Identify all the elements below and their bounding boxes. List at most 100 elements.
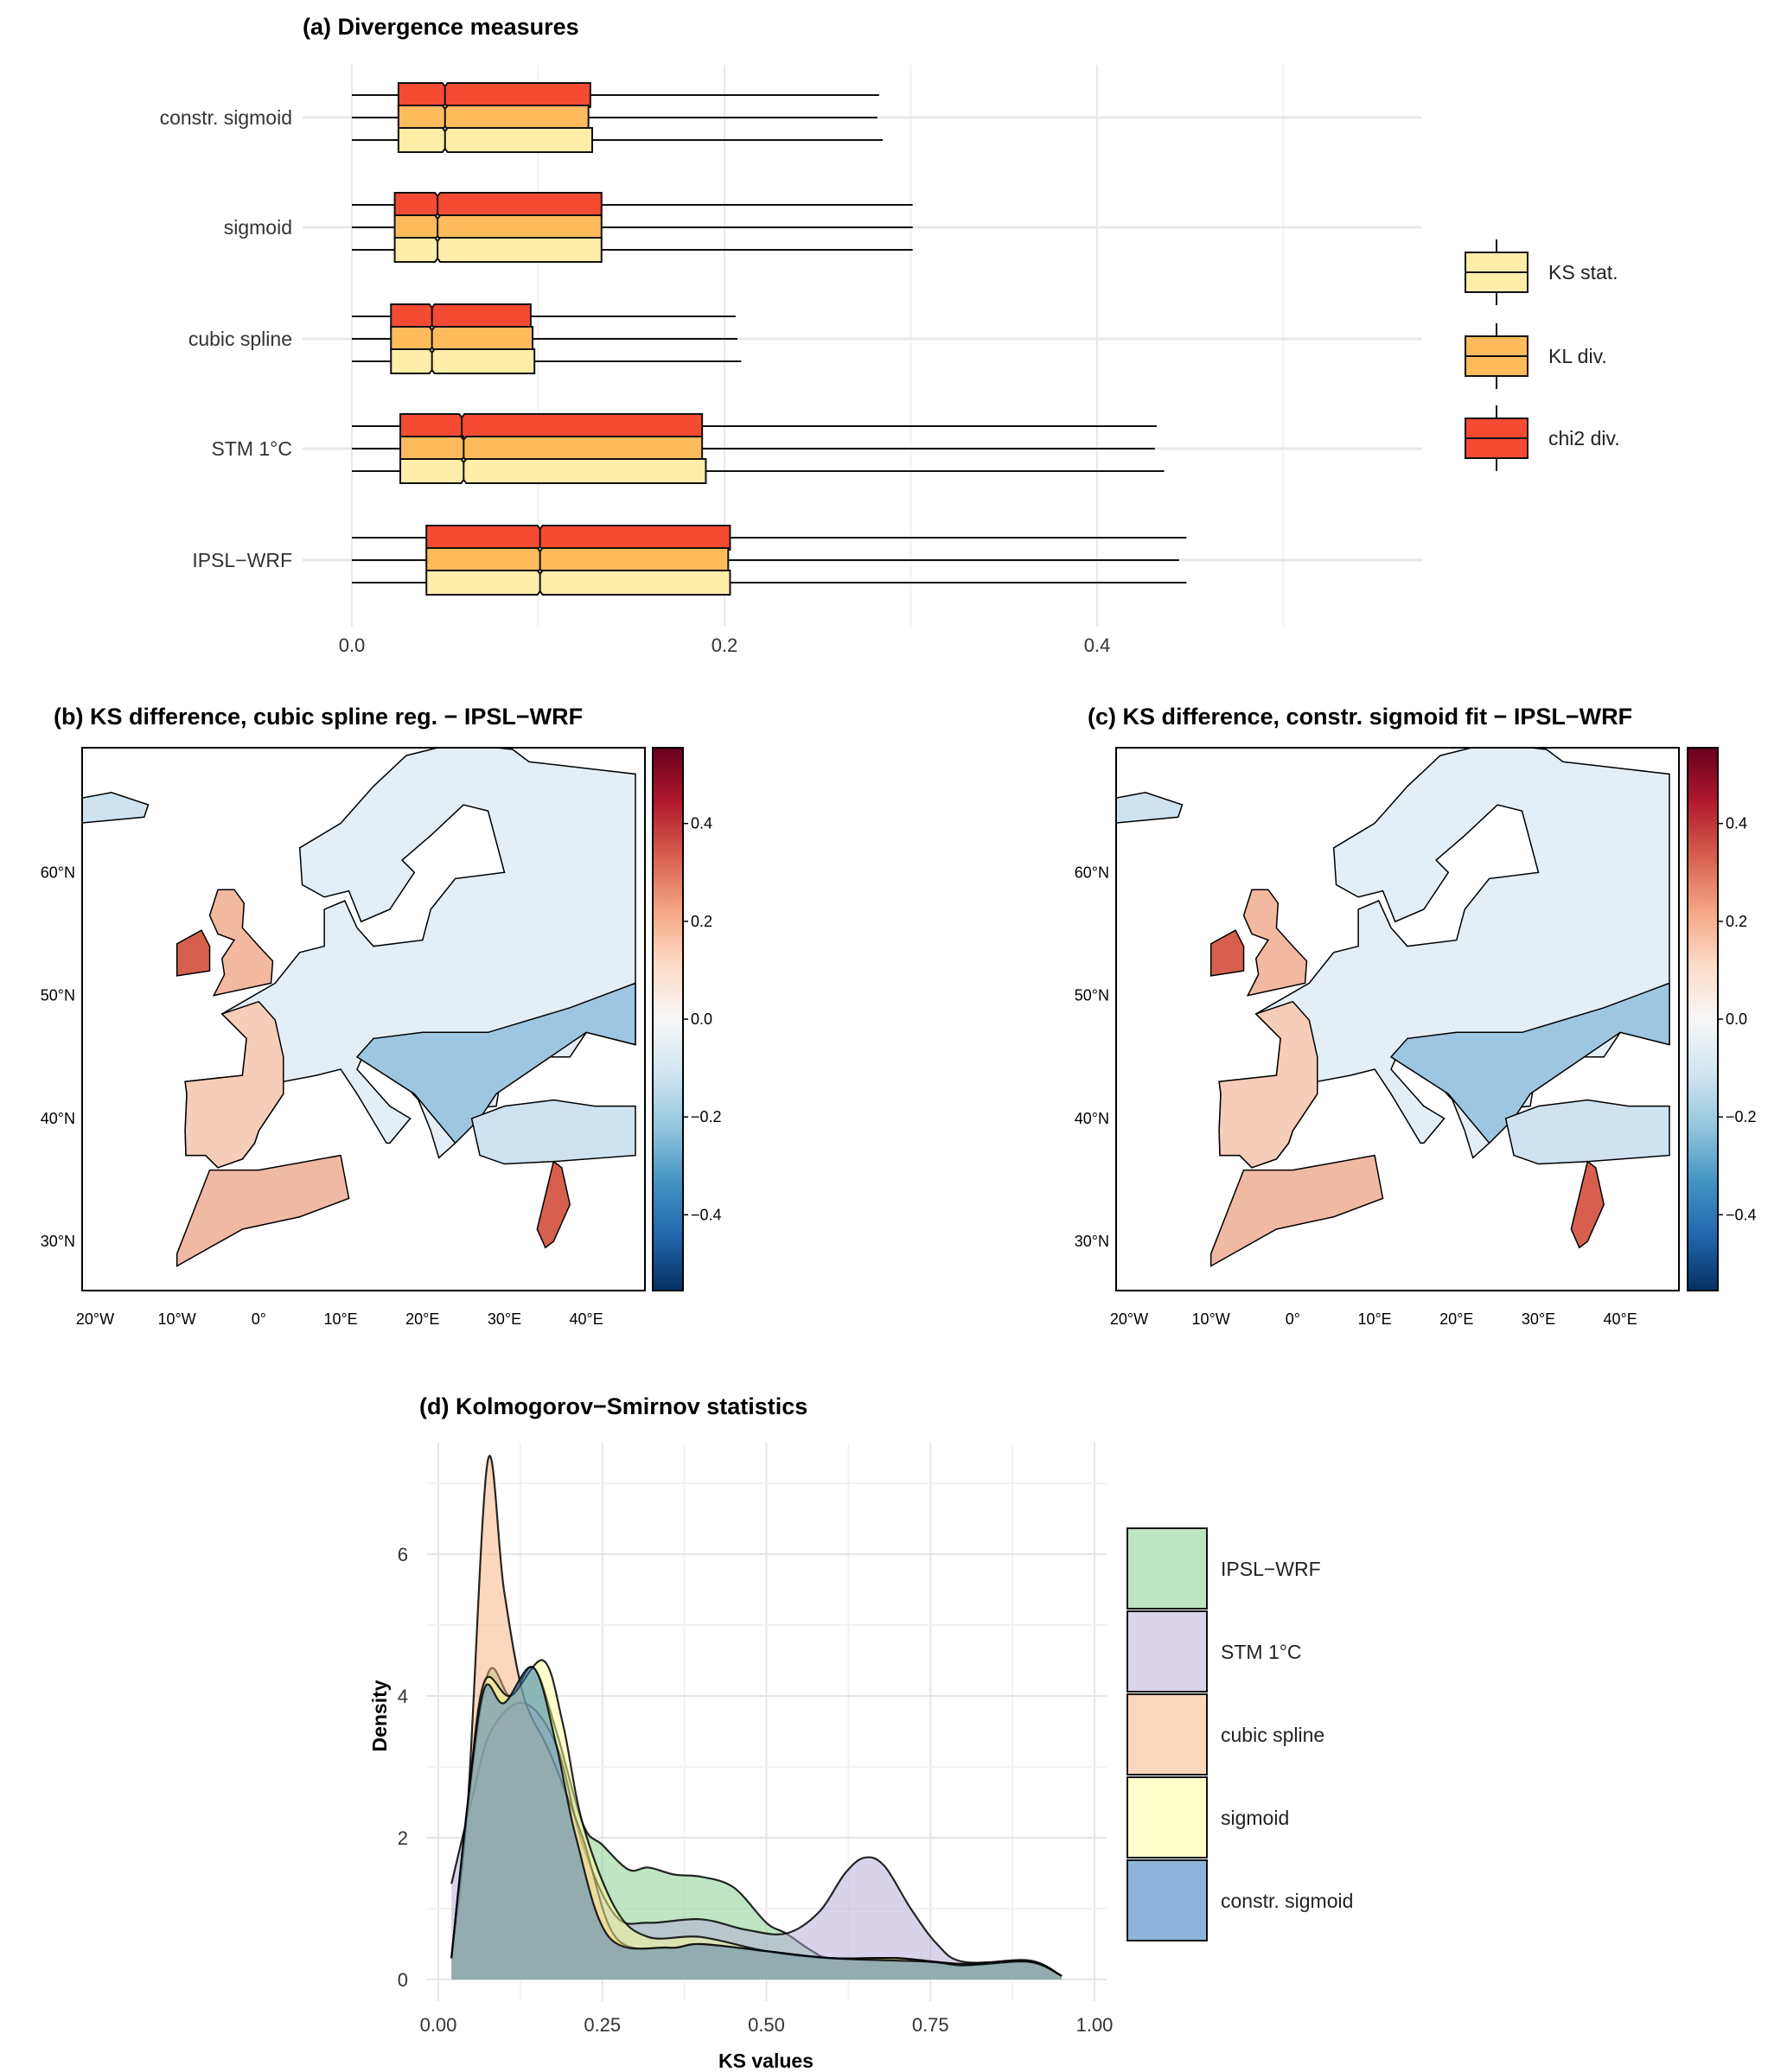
colorbar-tick-label: 0.0 [1726, 1010, 1747, 1028]
legend-swatch [1126, 1693, 1208, 1776]
country-region [208, 889, 274, 997]
density-line-sigmoid [450, 1659, 1063, 1977]
legend-label: cubic spline [1221, 1724, 1324, 1746]
longitude-label: 0° [1286, 1310, 1300, 1328]
y-tick-label: 0 [398, 1969, 408, 1991]
map-land [82, 748, 636, 1267]
y-tick-label: 2 [398, 1827, 408, 1849]
colorbar-tick-label: 0.2 [691, 913, 712, 930]
box-ks-stat- [399, 458, 707, 484]
country-region [176, 1154, 350, 1267]
box-chi2-div- [393, 192, 603, 218]
x-tick-label: 0.4 [1084, 634, 1111, 656]
category-label: cubic spline [188, 328, 292, 350]
country-region [176, 929, 211, 977]
latitude-label: 40°N [41, 1110, 75, 1127]
x-tick-label: 0.0 [339, 634, 366, 656]
latitude-label: 60°N [1075, 864, 1109, 881]
x-tick-label: 1.00 [1076, 2014, 1114, 2036]
density-area-constr-sigmoid [451, 1667, 1063, 1980]
box-kl-div- [390, 326, 534, 352]
panel-b-map: (b) KS difference, cubic spline reg. − I… [41, 704, 722, 1328]
country-region [1218, 748, 1670, 1169]
box-ks-stat- [425, 570, 731, 596]
y-axis-label: Density [368, 1680, 391, 1751]
country-region [536, 1160, 571, 1249]
latitude-label: 30°N [1075, 1233, 1109, 1250]
map-frame [1115, 747, 1680, 1291]
panel-a-boxplot: (a) Divergence measures constr. sigmoid s… [160, 14, 1620, 656]
box-chi2-div- [399, 413, 704, 439]
colorbar-tick-label: 0.0 [691, 1010, 712, 1028]
longitude-label: 10°W [1192, 1310, 1230, 1328]
density-line-constr-sigmoid [450, 1666, 1063, 1977]
longitude-label: 10°W [158, 1310, 196, 1328]
country-region [1504, 1099, 1670, 1165]
panel-d-title: (d) Kolmogorov−Smirnov statistics [419, 1393, 807, 1419]
latitude-label: 50°N [1075, 987, 1109, 1004]
legend-label: KL div. [1548, 345, 1607, 367]
legend-swatch [1126, 1859, 1208, 1941]
country-region [1242, 889, 1308, 997]
legend-label: constr. sigmoid [1221, 1890, 1353, 1912]
x-tick-label: 0.25 [584, 2014, 621, 2036]
country-region [1209, 1154, 1384, 1267]
longitude-label: 20°E [405, 1310, 439, 1328]
longitude-label: 10°E [323, 1310, 357, 1328]
box-kl-div- [425, 547, 730, 573]
longitude-label: 20°W [76, 1310, 114, 1328]
latitude-label: 60°N [41, 864, 75, 881]
map-frame [81, 747, 646, 1291]
longitude-label: 40°E [1604, 1310, 1637, 1328]
country-region [184, 748, 636, 1169]
y-tick-label: 4 [398, 1686, 408, 1707]
density-area-sigmoid [451, 1660, 1063, 1980]
x-tick-label: 0.50 [748, 2014, 785, 2036]
legend-label: STM 1°C [1221, 1641, 1302, 1663]
box-chi2-div- [425, 525, 731, 551]
country-region [1218, 1000, 1318, 1169]
colorbar-tick-label: −0.4 [1726, 1206, 1757, 1223]
longitude-label: 0° [252, 1310, 266, 1328]
colorbar-tick-label: 0.4 [691, 815, 712, 832]
country-region [184, 1000, 284, 1169]
map-land [1116, 748, 1670, 1267]
longitude-label: 20°E [1439, 1310, 1473, 1328]
country-region [470, 1099, 636, 1165]
panel-b-title: (b) KS difference, cubic spline reg. − I… [54, 704, 583, 730]
longitude-label: 40°E [570, 1310, 603, 1328]
country-region [1389, 982, 1670, 1144]
x-tick-label: 0.2 [712, 634, 738, 656]
legend-label: IPSL−WRF [1221, 1558, 1321, 1580]
colorbar [652, 747, 684, 1291]
box-chi2-div- [390, 303, 532, 329]
legend-label: KS stat. [1548, 261, 1618, 284]
longitude-label: 10°E [1357, 1310, 1391, 1328]
colorbar-tick-label: 0.4 [1726, 815, 1747, 832]
box-kl-div- [393, 214, 603, 240]
box-ks-stat- [397, 127, 593, 153]
category-label: IPSL−WRF [192, 549, 292, 571]
longitude-label: 30°E [1522, 1310, 1555, 1328]
box-kl-div- [397, 105, 590, 131]
country-region [1116, 792, 1184, 824]
box-kl-div- [399, 436, 704, 462]
box-ks-stat- [393, 237, 603, 263]
colorbar [1687, 747, 1719, 1291]
legend-label: chi2 div. [1548, 427, 1620, 449]
colorbar-tick-label: −0.4 [691, 1206, 722, 1223]
country-region [1209, 929, 1245, 977]
legend-label: sigmoid [1221, 1807, 1289, 1829]
country-region [355, 982, 636, 1144]
category-label: sigmoid [224, 216, 292, 239]
panel-a-title: (a) Divergence measures [303, 14, 579, 40]
panel-d-density: (d) Kolmogorov−Smirnov statistics KS val… [368, 1393, 1353, 2072]
legend-swatch [1126, 1527, 1208, 1610]
longitude-label: 20°W [1110, 1310, 1148, 1328]
box-chi2-div- [397, 82, 591, 108]
x-tick-label: 0.00 [420, 2014, 457, 2036]
latitude-label: 30°N [41, 1233, 75, 1250]
legend-swatch [1126, 1776, 1208, 1858]
box-ks-stat- [390, 348, 536, 374]
